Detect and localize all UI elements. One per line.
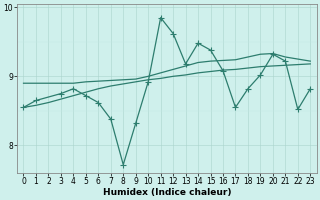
X-axis label: Humidex (Indice chaleur): Humidex (Indice chaleur) (103, 188, 231, 197)
